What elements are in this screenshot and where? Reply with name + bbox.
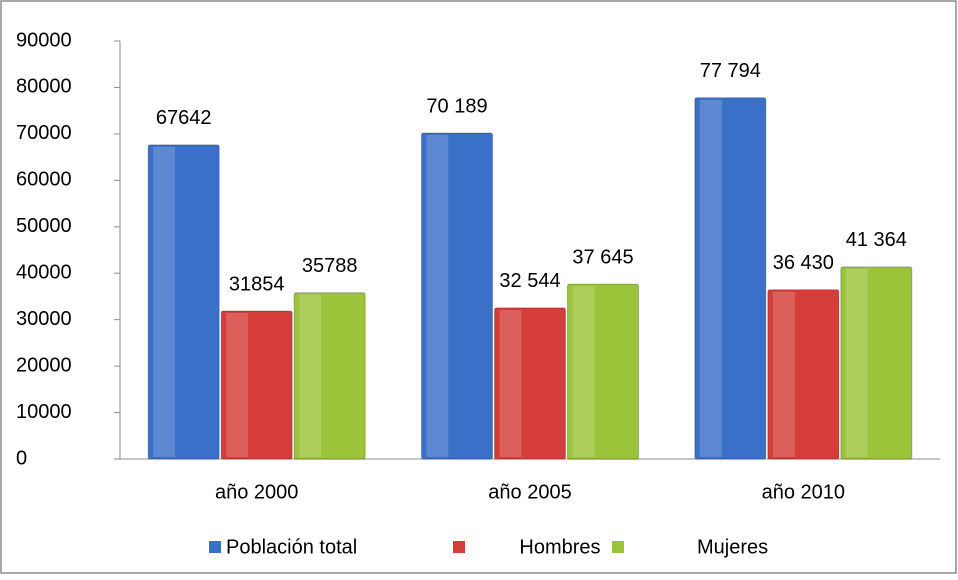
bar-highlight	[772, 291, 795, 457]
bar-highlight	[153, 146, 176, 457]
bar	[840, 266, 913, 460]
data-label: 32 544	[499, 270, 560, 292]
legend-label: Población total	[226, 536, 357, 558]
bar	[494, 307, 566, 460]
legend-label: Mujeres	[697, 536, 768, 558]
legend-swatch	[209, 541, 221, 553]
bar-highlight	[499, 309, 522, 457]
x-tick-label: año 2000	[215, 481, 298, 503]
y-tick-label: 20000	[16, 354, 72, 376]
x-tick-label: año 2010	[762, 481, 845, 503]
bar-highlight	[426, 135, 449, 457]
y-tick-label: 10000	[16, 401, 72, 423]
data-label: 36 430	[773, 252, 834, 274]
data-label: 41 364	[846, 229, 907, 251]
bar	[567, 283, 639, 460]
data-label: 70 189	[426, 95, 487, 117]
bar	[220, 310, 293, 460]
bar	[767, 289, 840, 460]
y-tick-label: 0	[16, 447, 27, 469]
y-tick-label: 30000	[16, 308, 72, 330]
legend-swatch	[612, 541, 624, 553]
data-label: 31854	[229, 273, 285, 295]
legend-label: Hombres	[519, 536, 600, 558]
legend-swatch	[453, 541, 465, 553]
y-tick-label: 90000	[16, 29, 72, 51]
bar	[694, 97, 767, 460]
y-tick-label: 70000	[16, 122, 72, 144]
bar	[293, 292, 366, 460]
x-tick-label: año 2005	[488, 481, 571, 503]
data-label: 77 794	[700, 60, 761, 82]
bar-highlight	[299, 294, 322, 457]
bar-highlight	[699, 99, 722, 457]
bar-highlight	[226, 313, 249, 457]
bar-highlight	[572, 286, 595, 457]
y-tick-label: 50000	[16, 215, 72, 237]
bar-highlight	[845, 268, 868, 457]
data-label: 35788	[302, 255, 358, 277]
y-tick-label: 40000	[16, 262, 72, 284]
data-label: 37 645	[572, 246, 633, 268]
bar	[421, 132, 493, 460]
y-tick-label: 60000	[16, 169, 72, 191]
y-tick-label: 80000	[16, 76, 72, 98]
data-label: 67642	[156, 107, 212, 129]
bar	[147, 144, 220, 460]
